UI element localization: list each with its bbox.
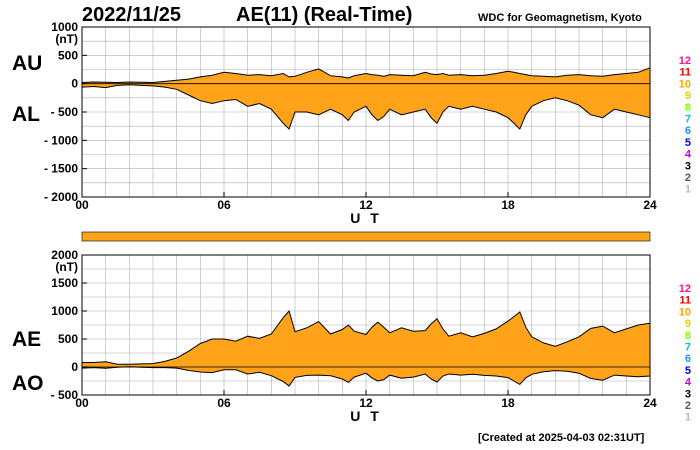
x-tick-label: 06	[217, 396, 231, 410]
x-tick-label: 24	[643, 198, 657, 212]
station-scale-label: 5	[685, 137, 691, 149]
data-credit: WDC for Geomagnetism, Kyoto	[478, 12, 642, 24]
station-scale-label: 11	[679, 67, 691, 79]
series-line-al	[81, 84, 651, 130]
plot-date: 2022/11/25	[82, 4, 181, 26]
station-scale-label: 12	[679, 55, 691, 67]
station-scale-label: 12	[679, 283, 691, 295]
station-scale-label: 9	[685, 90, 691, 102]
y-tick-label: 2000	[51, 248, 78, 262]
x-tick-label: 18	[501, 198, 515, 212]
station-scale-label: 6	[685, 125, 691, 137]
station-scale-label: 5	[685, 365, 691, 377]
x-tick-label: 00	[75, 396, 89, 410]
y-tick-label: 1500	[51, 276, 78, 290]
status-bar	[81, 231, 651, 242]
x-tick-label: 24	[643, 396, 657, 410]
ae-label: AE	[12, 328, 42, 351]
al-label: AL	[12, 103, 40, 126]
station-scale-label: 4	[685, 149, 692, 161]
y-unit-label: (nT)	[55, 32, 78, 46]
station-scale-label: 7	[685, 342, 691, 354]
x-tick-label: 12	[359, 198, 373, 212]
y-tick-label: 0	[71, 360, 78, 374]
station-scale-label: 6	[685, 353, 691, 365]
ao-label: AO	[12, 372, 44, 395]
x-tick-label: 00	[75, 198, 89, 212]
y-tick-label: - 500	[51, 105, 79, 119]
x-axis-label: U T	[350, 408, 382, 424]
y-tick-label: - 500	[51, 388, 79, 402]
y-tick-label: 0	[71, 77, 78, 91]
au-al-band	[82, 67, 650, 129]
x-axis-label: U T	[350, 210, 382, 226]
station-scale-label: 9	[685, 318, 691, 330]
station-scale-label: 8	[685, 102, 691, 114]
station-scale-label: 10	[679, 306, 691, 318]
au-label: AU	[12, 52, 43, 75]
station-scale-label: 3	[685, 160, 691, 172]
x-tick-label: 18	[501, 396, 515, 410]
y-tick-label: 500	[58, 48, 78, 62]
y-tick-label: - 2000	[44, 190, 78, 204]
plot-title: AE(11) (Real-Time)	[236, 4, 413, 26]
station-scale-label: 2	[685, 172, 691, 184]
station-scale-label: 4	[685, 377, 692, 389]
station-scale-label: 7	[685, 114, 691, 126]
x-tick-label: 12	[359, 396, 373, 410]
station-scale-label: 1	[685, 412, 691, 424]
x-tick-label: 06	[217, 198, 231, 212]
y-tick-label: 1000	[51, 304, 78, 318]
series-line-au	[81, 67, 651, 84]
y-tick-label: 1000	[51, 20, 78, 34]
y-tick-label: - 1000	[44, 133, 78, 147]
station-scale-label: 11	[679, 295, 691, 307]
y-tick-label: - 1500	[44, 162, 78, 176]
station-scale-label: 2	[685, 400, 691, 412]
created-timestamp: [Created at 2025-04-03 02:31UT]	[478, 432, 645, 444]
series-line-ae	[82, 309, 651, 365]
y-unit-label: (nT)	[55, 260, 78, 274]
y-tick-label: 500	[58, 332, 78, 346]
station-scale-label: 8	[685, 330, 691, 342]
station-scale-label: 1	[685, 184, 691, 196]
station-scale-label: 10	[679, 78, 691, 90]
station-scale-label: 3	[685, 388, 691, 400]
series-line-ao	[81, 366, 651, 387]
